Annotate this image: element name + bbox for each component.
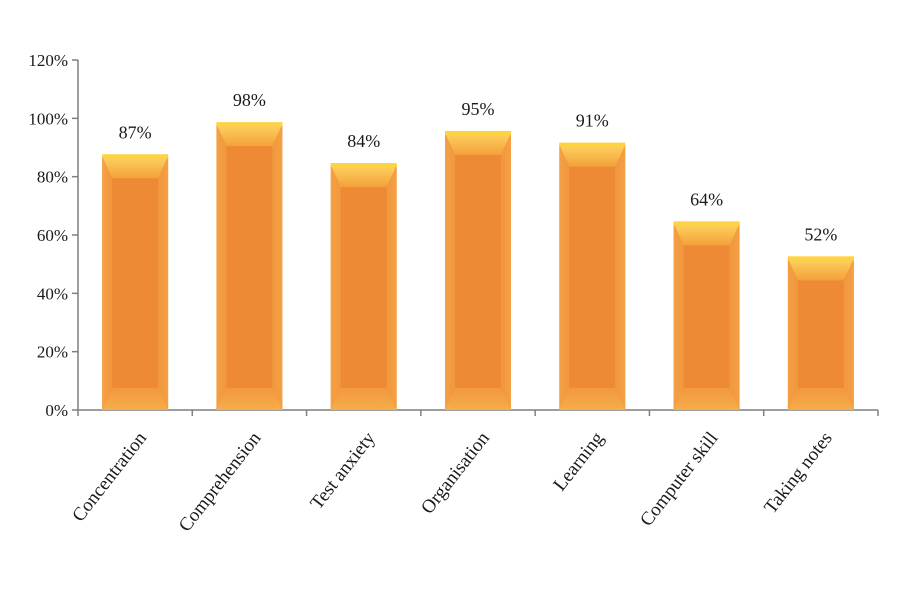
- data-label: 87%: [119, 122, 152, 142]
- y-tick-label: 20%: [37, 343, 68, 362]
- bar-top-bevel: [102, 156, 169, 179]
- y-axis: 0% 20% 40% 60% 80% 100% 120%: [28, 51, 79, 420]
- bar-left-bevel: [559, 144, 570, 411]
- bar-bottom-bevel: [330, 388, 397, 410]
- bar: [216, 122, 283, 411]
- bar-right-bevel: [386, 165, 397, 410]
- bar-top-highlight: [102, 154, 169, 159]
- bar-top-highlight: [559, 142, 626, 147]
- bar-right-bevel: [843, 258, 854, 410]
- bar-bottom-bevel: [673, 388, 740, 410]
- bar-left-bevel: [102, 156, 113, 410]
- y-tick-label: 60%: [37, 226, 68, 245]
- bars-group: [102, 122, 854, 411]
- bar-top-highlight: [216, 122, 283, 127]
- bar-top-bevel: [216, 124, 283, 147]
- bar-left-bevel: [216, 124, 227, 411]
- data-label: 84%: [347, 131, 380, 151]
- bar-left-bevel: [330, 165, 341, 410]
- bar-top-bevel: [673, 223, 740, 246]
- y-tick-label: 40%: [37, 284, 68, 303]
- bar: [787, 256, 854, 410]
- bar-top-highlight: [787, 256, 854, 261]
- bar-top-highlight: [330, 163, 397, 167]
- data-label: 98%: [233, 90, 266, 110]
- bar-right-bevel: [615, 144, 626, 411]
- bar-body: [673, 223, 740, 410]
- category-label: Learning: [549, 428, 608, 495]
- y-tick-label: 100%: [28, 109, 68, 128]
- bar-body: [787, 258, 854, 410]
- bar-body: [445, 132, 511, 410]
- data-label: 64%: [690, 189, 723, 209]
- bar-top-highlight: [445, 130, 511, 135]
- bar-right-bevel: [272, 124, 283, 411]
- bar-right-bevel: [729, 223, 740, 410]
- bar-left-bevel: [445, 132, 455, 410]
- bar-body: [559, 144, 626, 411]
- bar-body: [330, 165, 397, 410]
- bar: [673, 221, 740, 410]
- category-label: Computer skill: [636, 428, 722, 530]
- bar: [445, 130, 511, 410]
- bar-bottom-bevel: [216, 388, 283, 410]
- bar-bottom-bevel: [787, 388, 854, 410]
- bar-left-bevel: [673, 223, 684, 410]
- category-label: Concentration: [68, 428, 151, 526]
- category-labels-group: Concentration Comprehension Test anxiety Or…: [68, 428, 837, 536]
- data-labels-group: 87% 98% 84% 95% 91% 64% 52%: [119, 90, 838, 244]
- bar-top-highlight: [673, 221, 740, 226]
- bar-top-bevel: [445, 132, 511, 155]
- bar-right-bevel: [158, 156, 169, 410]
- data-label: 95%: [462, 99, 495, 119]
- data-label: 91%: [576, 111, 609, 131]
- bar-bottom-bevel: [102, 388, 169, 410]
- bar: [559, 142, 626, 411]
- bar-right-bevel: [501, 132, 511, 410]
- bar-left-bevel: [787, 258, 798, 410]
- bar-top-bevel: [787, 258, 854, 281]
- bar-top-bevel: [330, 165, 397, 187]
- bar-top-bevel: [559, 144, 626, 167]
- data-label: 52%: [804, 224, 837, 244]
- category-label: Comprehension: [175, 428, 266, 536]
- y-tick-label: 0%: [45, 401, 68, 420]
- y-tick-label: 120%: [28, 51, 68, 70]
- x-axis: [77, 409, 879, 416]
- category-label: Taking notes: [760, 428, 836, 518]
- bar-bottom-bevel: [445, 388, 511, 410]
- category-label: Test anxiety: [306, 428, 380, 514]
- bar-body: [102, 156, 169, 410]
- category-label: Organisation: [417, 428, 494, 518]
- y-tick-label: 80%: [37, 168, 68, 187]
- bar-bottom-bevel: [559, 388, 626, 410]
- bar: [330, 163, 397, 410]
- bar: [102, 154, 169, 410]
- bar-body: [216, 124, 283, 411]
